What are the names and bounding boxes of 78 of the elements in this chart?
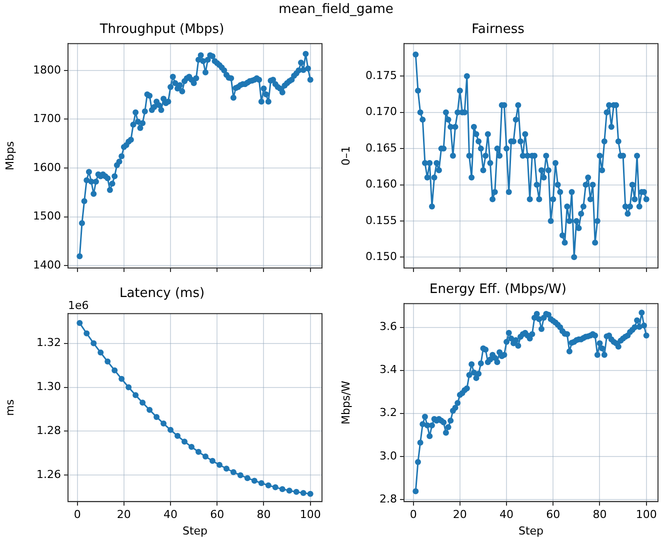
- point: [251, 478, 258, 484]
- point: [195, 448, 202, 455]
- y-tick-label: 1600: [33, 160, 61, 174]
- y-axis-title: ms: [3, 399, 16, 416]
- y-tick-label: 1.32: [36, 336, 61, 350]
- point: [202, 454, 208, 460]
- y-tick-label: 3.4: [380, 363, 397, 376]
- chart-title: Fairness: [472, 22, 525, 38]
- y-tick-label: 0.175: [366, 69, 397, 82]
- chart-title: Latency (ms): [119, 286, 205, 302]
- point: [209, 458, 216, 464]
- y-tick-label: 3.2: [380, 406, 397, 420]
- text: 1e6: [68, 298, 89, 312]
- y-axis-title: Mbps: [3, 140, 16, 170]
- point: [112, 367, 118, 374]
- x-tick-label: 20: [452, 508, 467, 522]
- point: [279, 486, 286, 492]
- point: [154, 414, 160, 420]
- chart-title: Throughput (Mbps): [98, 22, 224, 38]
- point: [182, 438, 188, 445]
- point: [286, 488, 292, 494]
- x-tick-label: 100: [300, 508, 321, 522]
- point: [132, 392, 139, 398]
- point: [90, 340, 97, 346]
- point: [168, 426, 174, 433]
- point: [104, 358, 111, 365]
- y-tick-label: 0.170: [366, 105, 397, 118]
- y-axis-title: Mbps/W: [339, 380, 352, 424]
- point: [258, 480, 264, 486]
- point: [307, 490, 314, 497]
- y-tick-label: 0.160: [366, 178, 397, 191]
- point: [300, 490, 306, 496]
- y-tick-label: 0.165: [366, 141, 397, 154]
- y-tick-label: 1800: [33, 63, 61, 76]
- point: [126, 384, 132, 390]
- x-axis-title: Step: [518, 524, 544, 538]
- x-tick-label: 80: [592, 508, 607, 522]
- point: [160, 420, 167, 427]
- y-tick-label: 1.30: [36, 380, 61, 394]
- point: [140, 400, 146, 406]
- point: [223, 466, 230, 472]
- x-tick-label: 40: [164, 508, 178, 522]
- point: [230, 469, 236, 476]
- y-tick-label: 1.26: [36, 468, 61, 482]
- x-tick-label: 0: [410, 508, 417, 522]
- chart-title: Energy Eff. (Mbps/W): [430, 282, 566, 298]
- y-tick-label: 3.6: [380, 320, 397, 334]
- y-tick-label: 2.8: [380, 492, 397, 506]
- point: [293, 488, 300, 495]
- point: [216, 462, 222, 468]
- y-tick-label: 1400: [33, 258, 61, 272]
- point: [118, 376, 125, 382]
- x-tick-label: 60: [210, 508, 224, 522]
- point: [76, 320, 83, 326]
- x-tick-label: 0: [74, 508, 81, 522]
- point: [265, 482, 272, 488]
- point: [98, 350, 104, 356]
- point: [146, 406, 153, 413]
- x-tick-label: 80: [256, 508, 271, 522]
- point: [174, 432, 181, 439]
- point: [237, 472, 244, 478]
- y-tick-label: 1500: [33, 210, 61, 223]
- point: [244, 475, 250, 482]
- y-tick-label: 3.0: [380, 449, 397, 462]
- x-tick-label: 60: [546, 508, 560, 522]
- point: [188, 444, 195, 450]
- y-tick-label: 0.155: [366, 214, 397, 227]
- text: mean_field_game: [278, 2, 394, 17]
- x-tick-label: 20: [116, 508, 131, 522]
- x-tick-label: 40: [500, 508, 514, 522]
- point: [272, 484, 278, 490]
- x-axis-title: Step: [182, 524, 208, 538]
- y-tick-label: 0.150: [366, 250, 397, 263]
- y-axis-title: 0–1: [339, 146, 352, 166]
- y-tick-label: 1700: [33, 112, 61, 126]
- point: [84, 330, 90, 336]
- y-tick-label: 1.28: [36, 424, 61, 438]
- x-tick-label: 100: [636, 508, 657, 522]
